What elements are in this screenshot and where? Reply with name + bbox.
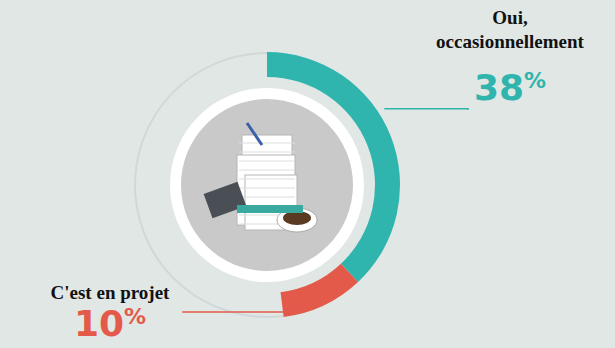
chart: Oui,occasionnellement38%C'est en projet1… xyxy=(0,0,615,348)
label-line: Oui, xyxy=(492,7,528,28)
value-number: 38 xyxy=(474,67,524,108)
paper-line xyxy=(239,161,295,162)
paper-line xyxy=(239,197,295,198)
base xyxy=(237,205,303,213)
paper-line xyxy=(239,143,295,144)
background xyxy=(0,0,615,348)
paper-line xyxy=(239,179,295,180)
label-line: occasionnellement xyxy=(436,31,584,52)
illustration xyxy=(170,88,364,282)
value-label: 10% xyxy=(74,303,146,344)
coffee xyxy=(283,211,311,225)
leader-line xyxy=(384,109,468,110)
inner-ring xyxy=(170,88,364,282)
value-unit: % xyxy=(524,68,546,93)
inner-disk xyxy=(181,99,353,271)
category-label: C'est en projet xyxy=(51,282,171,303)
paper-line xyxy=(239,188,295,189)
leader-line xyxy=(182,311,303,313)
paper-line xyxy=(239,152,295,153)
labels: Oui,occasionnellement38%C'est en projet1… xyxy=(51,7,585,344)
value-label: 38% xyxy=(474,67,546,108)
donut xyxy=(134,52,400,318)
label-line: C'est en projet xyxy=(51,282,171,303)
value-number: 10 xyxy=(74,303,124,344)
category-label: Oui, occasionnellement xyxy=(436,7,584,52)
value-unit: % xyxy=(124,304,146,329)
pen xyxy=(247,123,262,145)
paper-line xyxy=(239,170,295,171)
